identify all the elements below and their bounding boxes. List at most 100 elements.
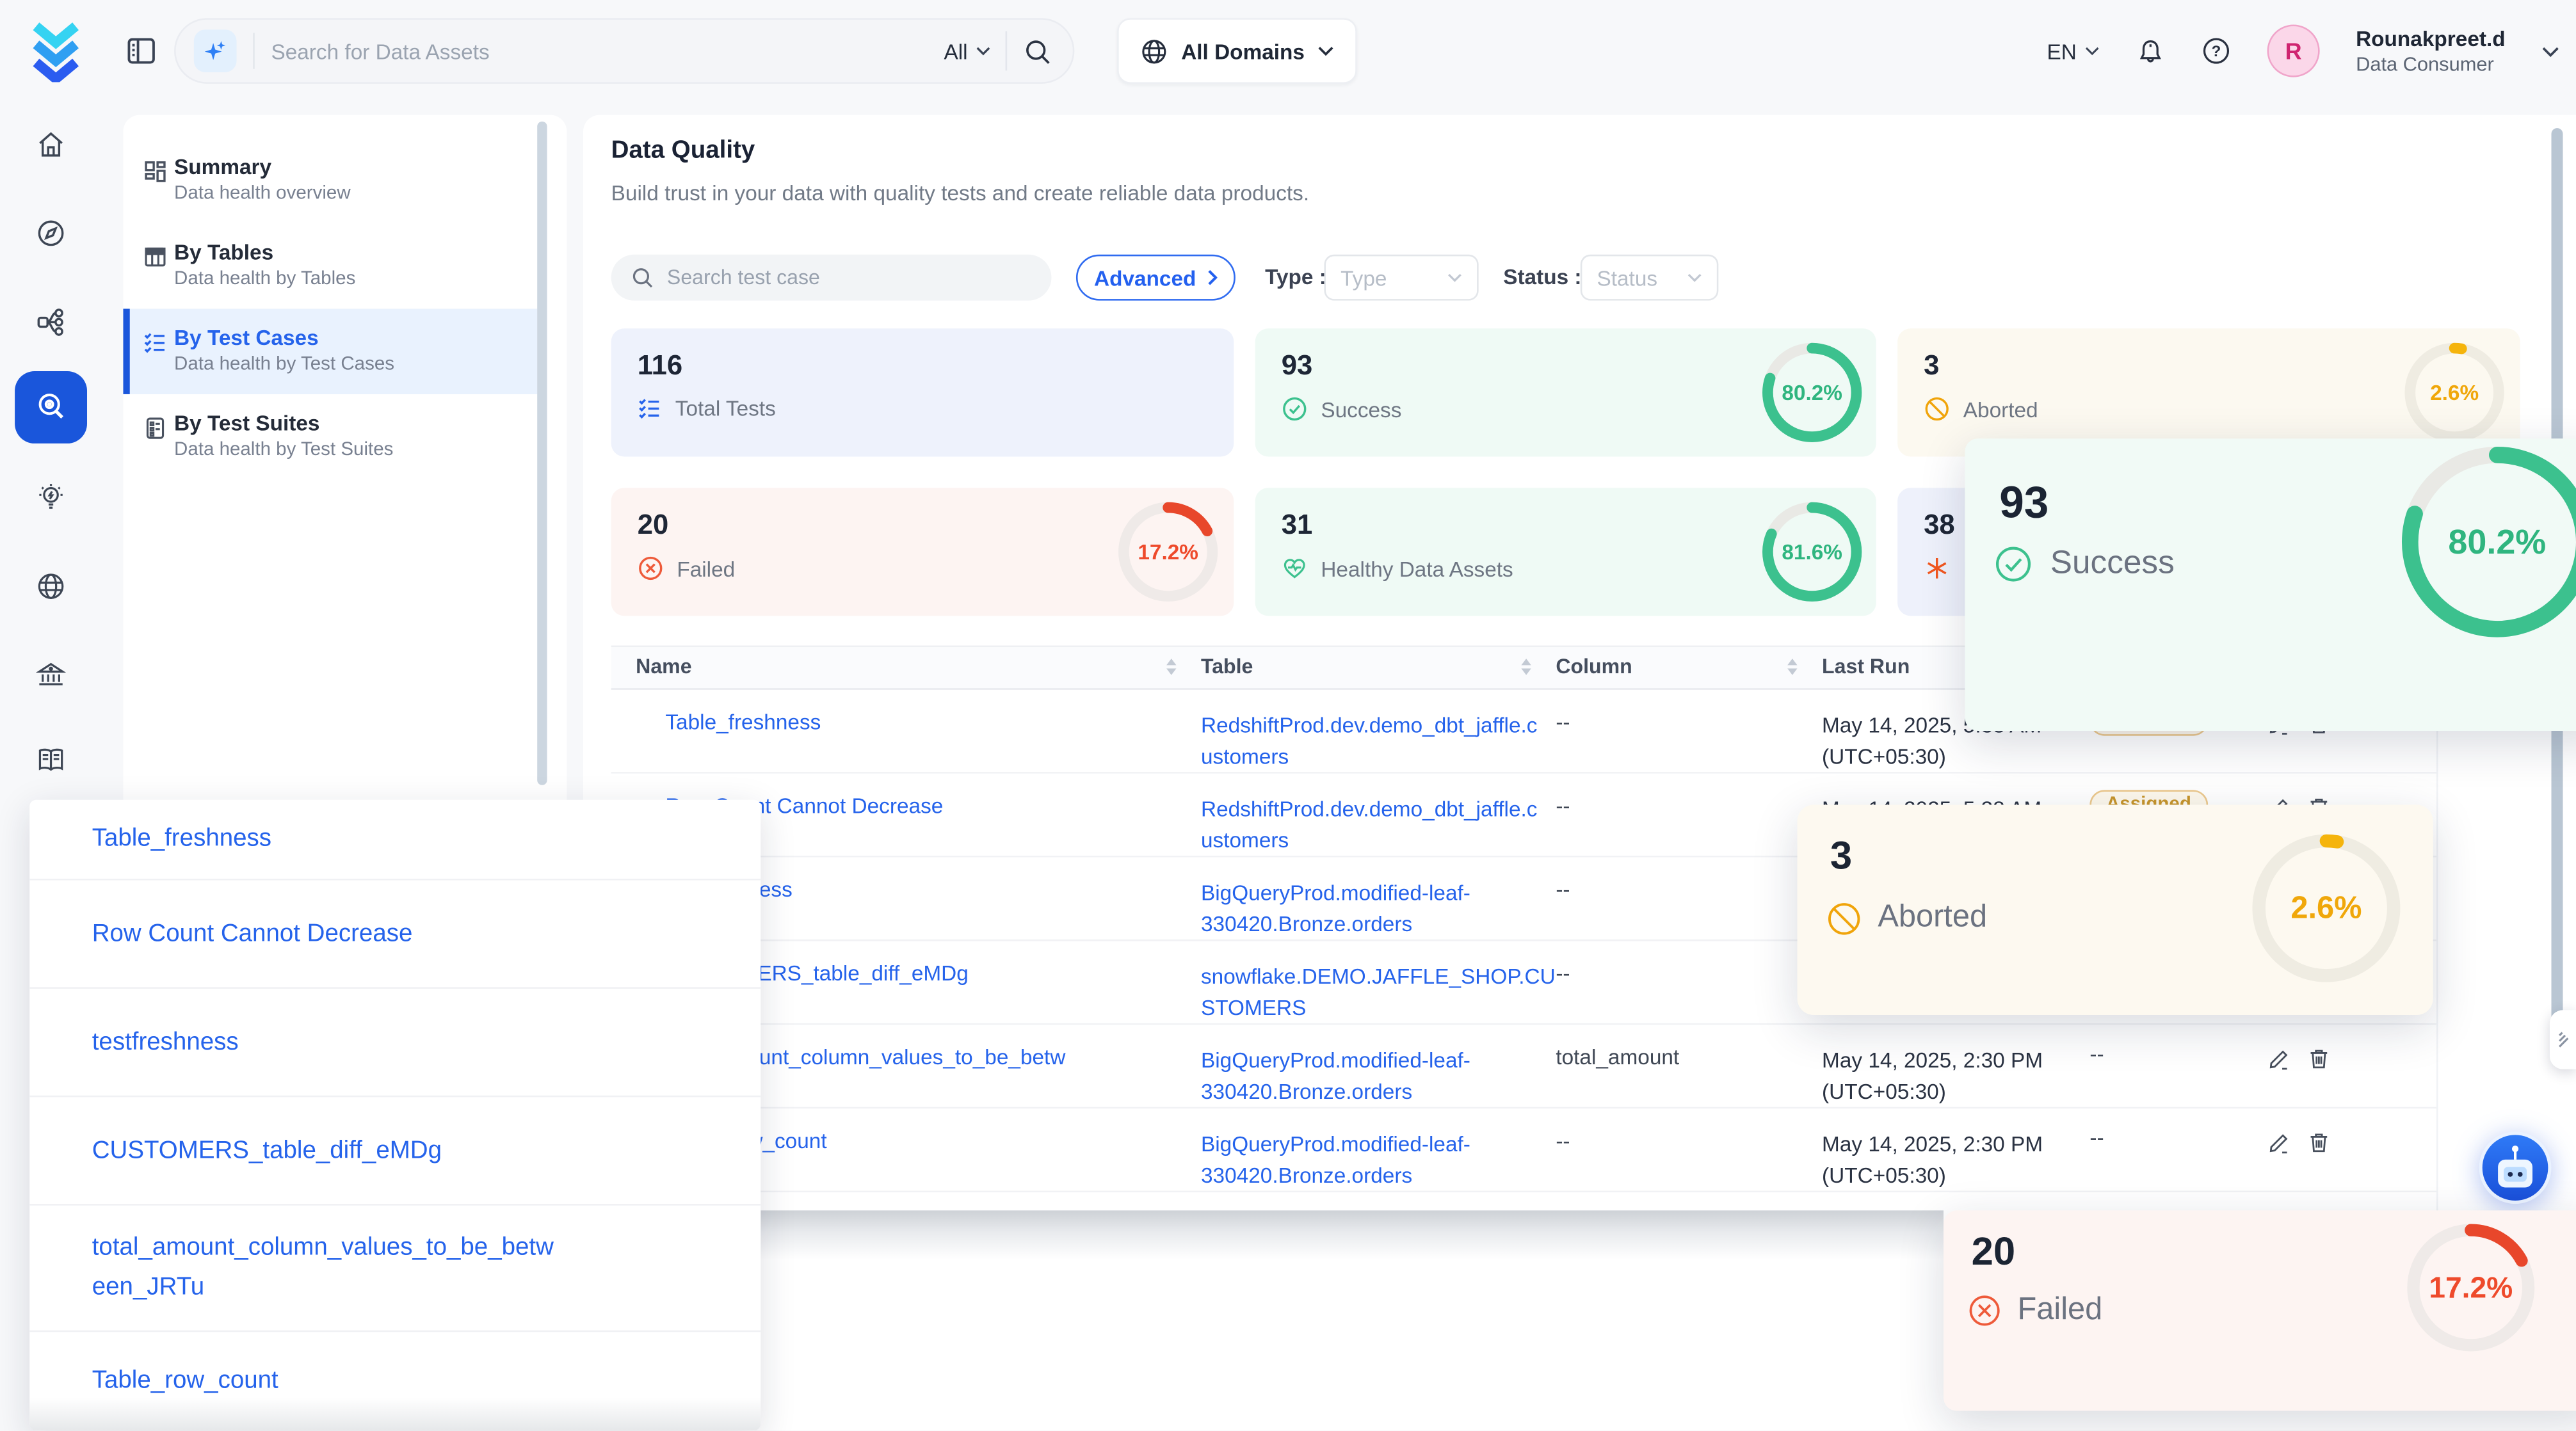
sidebar-item-by-test-cases[interactable]: By Test Cases Data health by Test Cases (123, 308, 537, 394)
search-icon (631, 266, 654, 289)
chatbot-button[interactable] (2479, 1131, 2552, 1204)
stat-card-success[interactable]: 93 Success 80.2% (1255, 328, 1876, 456)
rail-item-data-quality[interactable] (15, 371, 87, 444)
type-filter-select[interactable]: Type (1324, 255, 1478, 301)
stat-value: 116 (638, 350, 682, 383)
table-row[interactable]: Table_row_count BigQueryProd.modified-le… (611, 1108, 2436, 1192)
glossary-book-icon[interactable] (35, 744, 67, 777)
col-header-name: Name (636, 655, 691, 678)
language-dropdown[interactable]: EN (2047, 38, 2099, 63)
sort-column[interactable] (1787, 659, 1797, 675)
overlay-label: Success (2050, 545, 2175, 583)
test-name-link[interactable]: testfreshness (92, 1023, 239, 1062)
notifications-bell-icon[interactable] (2136, 35, 2165, 67)
svg-text:17.2%: 17.2% (1138, 541, 1198, 564)
compass-icon[interactable] (35, 217, 67, 250)
sort-name[interactable] (1166, 659, 1176, 675)
table-link[interactable]: RedshiftProd.dev.demo_dbt_jaffle.c ustom… (1201, 710, 1538, 772)
lineage-icon[interactable] (35, 305, 67, 338)
test-name-link[interactable]: Table_freshness (665, 710, 821, 734)
col-header-table: Table (1201, 655, 1253, 678)
stat-value: 3 (1924, 350, 1939, 383)
table-link[interactable]: snowflake.DEMO.JAFFLE_SHOP.CU STOMERS (1201, 961, 1538, 1023)
stat-label: Healthy Data Assets (1321, 556, 1513, 580)
stat-card-total-tests[interactable]: 116 Total Tests (611, 328, 1234, 456)
advanced-filter-button[interactable]: Advanced (1076, 255, 1236, 301)
x-circle-icon (638, 555, 664, 581)
sidebar-toggle-icon[interactable] (125, 35, 157, 67)
test-name-link[interactable]: total_amount_column_values_to_be_betw ee… (92, 1229, 554, 1307)
svg-text:2.6%: 2.6% (2290, 891, 2362, 925)
test-name-link[interactable]: CUSTOMERS_table_diff_eMDg (92, 1131, 442, 1171)
test-name-link[interactable]: Table_freshness (92, 820, 271, 859)
divider (1006, 31, 1008, 71)
test-name-link[interactable]: Table_row_count (92, 1361, 278, 1401)
sidebar-item-title: By Tables (174, 240, 537, 266)
ai-sparkle-icon[interactable] (194, 29, 237, 72)
stat-card-healthy-assets[interactable]: 31 Healthy Data Assets 81.6% (1255, 488, 1876, 616)
stat-value: 93 (1282, 350, 1313, 383)
insights-bulb-icon[interactable] (35, 481, 67, 514)
list-item[interactable]: Table_freshness (29, 800, 761, 881)
edit-icon[interactable] (2267, 1130, 2292, 1155)
checklist-icon (143, 330, 167, 355)
test-name-link[interactable]: Row Count Cannot Decrease (92, 914, 413, 954)
global-search[interactable]: Search for Data Assets All (174, 18, 1074, 84)
aborted-ring-large: 2.6% (2244, 826, 2409, 991)
column-cell: total_amount (1556, 1044, 1679, 1069)
overlay-label: Failed (2017, 1293, 2102, 1329)
avatar[interactable]: R (2267, 24, 2319, 77)
heart-pulse-icon (1282, 555, 1308, 581)
side-panel-handle[interactable] (2550, 1010, 2576, 1069)
svg-text:80.2%: 80.2% (1782, 381, 1842, 405)
chevron-down-icon (1318, 46, 1335, 56)
type-filter-label: Type : (1265, 264, 1326, 289)
search-scope-dropdown[interactable]: All (944, 38, 990, 63)
table-row[interactable]: total_amount_column_values_to_be_betw Bi… (611, 1025, 2436, 1108)
status-dot (54, 826, 76, 852)
home-icon[interactable] (35, 128, 67, 161)
incident-cell: -- (2089, 1125, 2104, 1149)
list-item[interactable]: testfreshness (29, 989, 761, 1097)
edit-icon[interactable] (2267, 1046, 2292, 1071)
column-cell: -- (1556, 794, 1570, 818)
sidebar-item-title: By Test Suites (174, 411, 537, 437)
atlan-logo-icon[interactable] (28, 21, 84, 82)
overlay-value: 3 (1830, 835, 1852, 881)
page-subtitle: Build trust in your data with quality te… (611, 180, 1309, 205)
chevron-down-icon[interactable] (2541, 45, 2559, 57)
col-header-last-run: Last Run (1822, 655, 1910, 678)
help-icon[interactable]: ? (2202, 36, 2231, 65)
list-item[interactable]: Table_row_count (29, 1332, 761, 1430)
healthy-ring: 81.6% (1758, 498, 1866, 606)
status-dot (636, 714, 654, 735)
list-item[interactable]: total_amount_column_values_to_be_betw ee… (29, 1206, 761, 1332)
sidebar-item-summary[interactable]: Summary Data health overview (123, 138, 537, 223)
sidebar-item-by-tables[interactable]: By Tables Data health by Tables (123, 223, 537, 308)
globe-icon[interactable] (35, 570, 67, 603)
sidebar-item-by-test-suites[interactable]: By Test Suites Data health by Test Suite… (123, 394, 537, 479)
search-icon[interactable] (1024, 37, 1052, 65)
check-circle-icon (1995, 545, 2033, 583)
delete-icon[interactable] (2306, 1046, 2331, 1071)
delete-icon[interactable] (2306, 1130, 2331, 1155)
list-item[interactable]: CUSTOMERS_table_diff_eMDg (29, 1097, 761, 1205)
table-link[interactable]: RedshiftProd.dev.demo_dbt_jaffle.c ustom… (1201, 794, 1538, 856)
stat-card-failed[interactable]: 20 Failed 17.2% (611, 488, 1234, 616)
table-link[interactable]: BigQueryProd.modified-leaf- 330420.Bronz… (1201, 1128, 1538, 1191)
success-ring-large: 80.2% (2388, 434, 2576, 651)
governance-bank-icon[interactable] (35, 659, 67, 691)
table-link[interactable]: BigQueryProd.modified-leaf- 330420.Bronz… (1201, 1044, 1538, 1107)
user-menu[interactable]: Rounakpreet.d Data Consumer (2356, 26, 2506, 77)
list-item[interactable]: Row Count Cannot Decrease (29, 881, 761, 989)
status-dot (54, 1255, 76, 1281)
sidebar-scrollbar[interactable] (537, 122, 547, 785)
status-filter-label: Status : (1503, 264, 1581, 289)
table-link[interactable]: BigQueryProd.modified-leaf- 330420.Bronz… (1201, 877, 1538, 939)
global-search-placeholder[interactable]: Search for Data Assets (271, 38, 944, 63)
sort-table[interactable] (1521, 659, 1531, 675)
status-filter-select[interactable]: Status (1581, 255, 1719, 301)
test-case-search-input[interactable]: Search test case (611, 255, 1052, 301)
domains-dropdown[interactable]: All Domains (1117, 18, 1357, 84)
svg-text:80.2%: 80.2% (2448, 523, 2546, 561)
